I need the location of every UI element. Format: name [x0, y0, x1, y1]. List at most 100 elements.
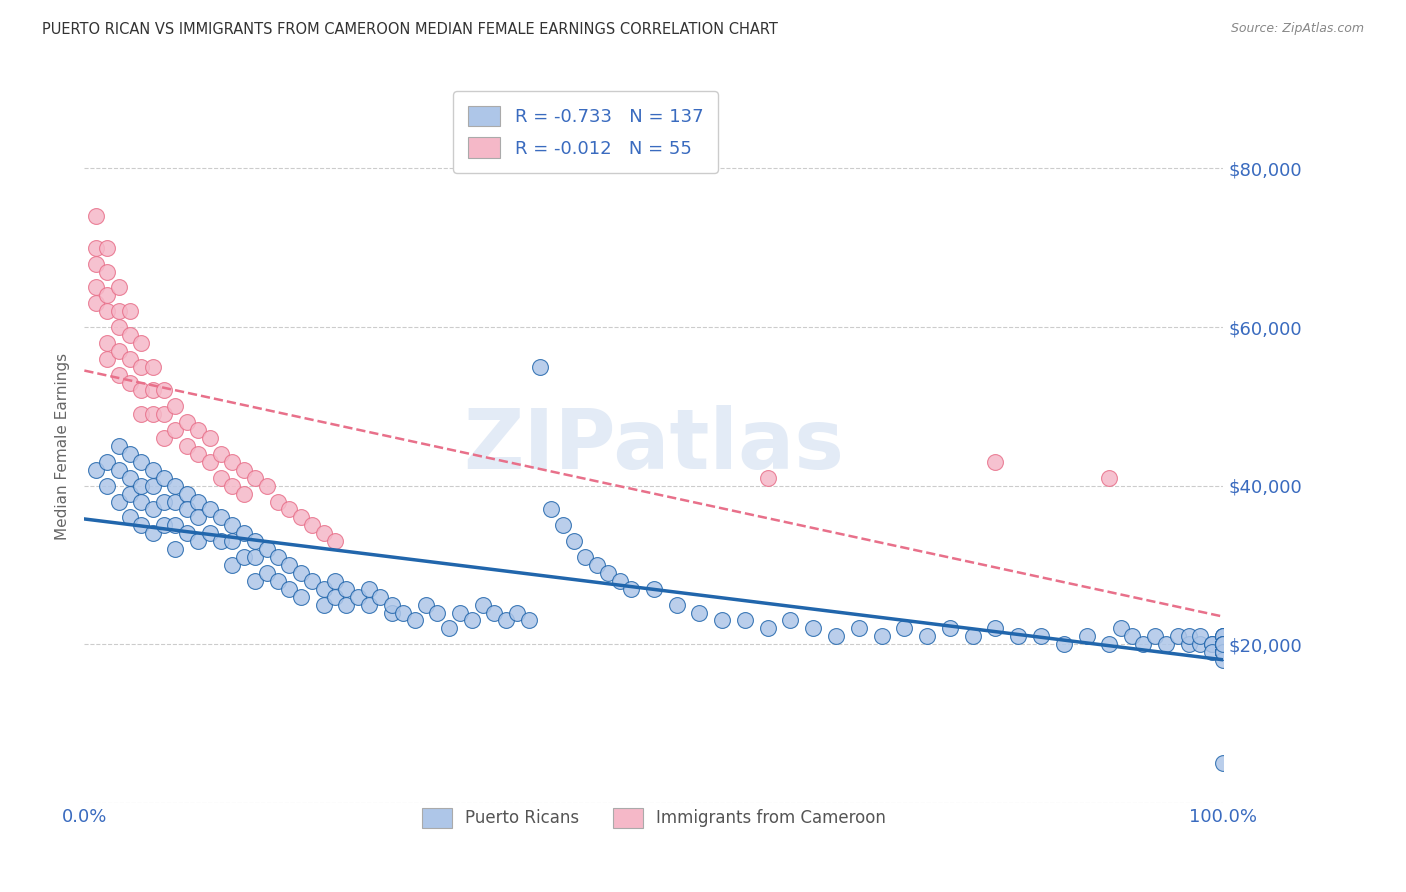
- Point: [779, 614, 801, 628]
- Point: [153, 407, 176, 421]
- Point: [359, 582, 381, 596]
- Point: [232, 549, 254, 564]
- Point: [301, 574, 323, 588]
- Point: [176, 486, 198, 500]
- Text: PUERTO RICAN VS IMMIGRANTS FROM CAMEROON MEDIAN FEMALE EARNINGS CORRELATION CHAR: PUERTO RICAN VS IMMIGRANTS FROM CAMEROON…: [42, 22, 778, 37]
- Point: [1098, 471, 1121, 485]
- Point: [142, 384, 165, 398]
- Point: [131, 335, 153, 350]
- Point: [131, 359, 153, 374]
- Point: [1007, 629, 1029, 643]
- Point: [142, 359, 165, 374]
- Point: [96, 478, 118, 492]
- Point: [84, 463, 107, 477]
- Point: [176, 526, 198, 541]
- Point: [278, 582, 301, 596]
- Point: [586, 558, 609, 572]
- Point: [267, 494, 290, 508]
- Point: [131, 384, 153, 398]
- Point: [335, 598, 357, 612]
- Point: [1178, 637, 1201, 651]
- Point: [323, 534, 346, 549]
- Point: [460, 614, 482, 628]
- Point: [221, 478, 243, 492]
- Point: [335, 582, 357, 596]
- Point: [1189, 629, 1212, 643]
- Point: [153, 518, 176, 533]
- Point: [232, 526, 254, 541]
- Point: [118, 376, 141, 390]
- Point: [131, 494, 153, 508]
- Point: [620, 582, 643, 596]
- Point: [1212, 637, 1234, 651]
- Point: [1212, 653, 1234, 667]
- Text: ZIPatlas: ZIPatlas: [464, 406, 844, 486]
- Point: [176, 439, 198, 453]
- Point: [392, 606, 415, 620]
- Point: [232, 486, 254, 500]
- Point: [245, 574, 267, 588]
- Point: [198, 526, 221, 541]
- Point: [267, 574, 290, 588]
- Point: [107, 304, 129, 318]
- Point: [1189, 637, 1212, 651]
- Point: [1098, 637, 1121, 651]
- Point: [1212, 629, 1234, 643]
- Point: [665, 598, 688, 612]
- Point: [1212, 629, 1234, 643]
- Point: [84, 209, 107, 223]
- Point: [221, 534, 243, 549]
- Point: [1167, 629, 1189, 643]
- Point: [209, 534, 232, 549]
- Point: [1201, 637, 1223, 651]
- Point: [472, 598, 495, 612]
- Point: [107, 320, 129, 334]
- Point: [221, 558, 243, 572]
- Point: [131, 518, 153, 533]
- Point: [84, 241, 107, 255]
- Point: [278, 558, 301, 572]
- Point: [346, 590, 368, 604]
- Point: [939, 621, 962, 635]
- Point: [84, 296, 107, 310]
- Point: [381, 598, 404, 612]
- Point: [1076, 629, 1098, 643]
- Point: [688, 606, 710, 620]
- Point: [142, 526, 165, 541]
- Point: [643, 582, 665, 596]
- Point: [118, 351, 141, 366]
- Point: [893, 621, 915, 635]
- Point: [84, 280, 107, 294]
- Point: [187, 423, 209, 437]
- Point: [529, 359, 551, 374]
- Point: [756, 621, 779, 635]
- Point: [198, 455, 221, 469]
- Point: [1212, 637, 1234, 651]
- Point: [449, 606, 471, 620]
- Point: [96, 304, 118, 318]
- Point: [323, 590, 346, 604]
- Point: [1212, 637, 1234, 651]
- Point: [574, 549, 596, 564]
- Point: [290, 566, 312, 580]
- Point: [1212, 645, 1234, 659]
- Point: [165, 400, 187, 414]
- Point: [381, 606, 404, 620]
- Point: [984, 455, 1007, 469]
- Point: [495, 614, 517, 628]
- Point: [1212, 637, 1234, 651]
- Point: [165, 478, 187, 492]
- Legend: Puerto Ricans, Immigrants from Cameroon: Puerto Ricans, Immigrants from Cameroon: [409, 795, 898, 841]
- Point: [118, 486, 141, 500]
- Point: [1121, 629, 1143, 643]
- Point: [107, 280, 129, 294]
- Point: [551, 518, 574, 533]
- Point: [1212, 645, 1234, 659]
- Point: [187, 447, 209, 461]
- Point: [1143, 629, 1166, 643]
- Point: [426, 606, 449, 620]
- Point: [153, 431, 176, 445]
- Point: [1212, 645, 1234, 659]
- Point: [1178, 629, 1201, 643]
- Point: [1201, 645, 1223, 659]
